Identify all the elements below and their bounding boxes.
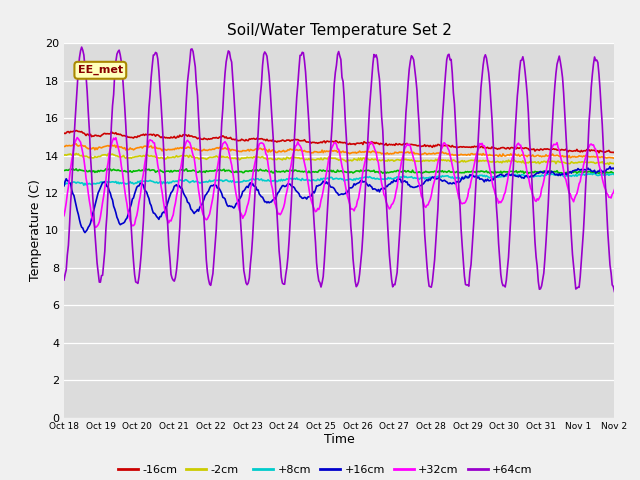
-8cm (513, 153, 520, 158)
+8cm (326, 175, 333, 180)
-16cm (323, 138, 330, 144)
Title: Soil/Water Temperature Set 2: Soil/Water Temperature Set 2 (227, 23, 452, 38)
Text: EE_met: EE_met (78, 65, 123, 75)
+8cm (591, 170, 598, 176)
+8cm (80, 182, 88, 188)
-2cm (323, 156, 330, 162)
-16cm (359, 142, 367, 147)
+8cm (60, 181, 68, 187)
+32cm (327, 147, 335, 153)
-2cm (326, 156, 333, 161)
-2cm (513, 158, 520, 164)
+16cm (513, 173, 520, 179)
+64cm (60, 277, 68, 283)
-8cm (323, 148, 330, 154)
+32cm (611, 187, 618, 192)
-8cm (598, 154, 606, 159)
+64cm (359, 231, 367, 237)
-16cm (60, 130, 68, 136)
+64cm (323, 223, 330, 229)
+32cm (513, 141, 521, 147)
+32cm (390, 198, 397, 204)
-2cm (389, 157, 397, 163)
+16cm (389, 180, 397, 185)
-16cm (389, 142, 397, 148)
+2cm (60, 168, 68, 173)
+8cm (323, 176, 330, 181)
+2cm (326, 168, 333, 174)
+2cm (389, 169, 397, 175)
+16cm (323, 179, 330, 185)
+16cm (81, 230, 89, 236)
Line: -16cm: -16cm (64, 131, 614, 153)
-2cm (72, 151, 80, 156)
+32cm (600, 180, 607, 186)
+16cm (598, 168, 606, 174)
+32cm (360, 163, 368, 169)
-2cm (60, 152, 68, 158)
+64cm (78, 44, 86, 50)
-8cm (611, 155, 618, 161)
+2cm (142, 166, 150, 172)
Line: -2cm: -2cm (64, 154, 614, 165)
+64cm (389, 284, 397, 290)
-16cm (326, 139, 333, 144)
+2cm (611, 170, 618, 176)
-16cm (611, 149, 618, 155)
+64cm (513, 110, 520, 116)
-8cm (609, 156, 617, 161)
-8cm (60, 144, 68, 149)
+16cm (611, 165, 618, 170)
Line: +32cm: +32cm (64, 138, 614, 227)
Line: +2cm: +2cm (64, 169, 614, 174)
-16cm (513, 146, 520, 152)
-2cm (611, 160, 618, 166)
-8cm (359, 149, 367, 155)
+2cm (513, 168, 520, 174)
+2cm (559, 171, 566, 177)
-16cm (600, 149, 607, 155)
+64cm (598, 122, 606, 128)
-8cm (70, 141, 78, 147)
-8cm (326, 148, 333, 154)
-8cm (389, 151, 397, 156)
-2cm (598, 159, 606, 165)
Line: +16cm: +16cm (64, 167, 614, 233)
Y-axis label: Temperature (C): Temperature (C) (29, 180, 42, 281)
+8cm (611, 172, 618, 178)
Line: +8cm: +8cm (64, 173, 614, 185)
+8cm (359, 175, 367, 180)
+64cm (326, 161, 333, 167)
+16cm (326, 183, 333, 189)
+8cm (600, 172, 607, 178)
+2cm (359, 168, 367, 174)
-2cm (605, 162, 612, 168)
Line: +64cm: +64cm (64, 47, 614, 291)
+64cm (611, 288, 618, 294)
+16cm (606, 164, 614, 169)
X-axis label: Time: Time (324, 433, 355, 446)
Line: -8cm: -8cm (64, 144, 614, 158)
+2cm (600, 170, 607, 176)
-2cm (359, 156, 367, 161)
+8cm (389, 176, 397, 182)
+32cm (91, 224, 99, 230)
+32cm (60, 213, 68, 218)
Legend: -16cm, -8cm, -2cm, +2cm, +8cm, +16cm, +32cm, +64cm: -16cm, -8cm, -2cm, +2cm, +8cm, +16cm, +3… (113, 461, 537, 480)
+8cm (513, 173, 520, 179)
-16cm (72, 128, 80, 133)
+16cm (359, 179, 367, 185)
-16cm (595, 150, 603, 156)
+32cm (324, 163, 332, 169)
+2cm (323, 168, 330, 173)
+16cm (60, 183, 68, 189)
+32cm (74, 135, 81, 141)
